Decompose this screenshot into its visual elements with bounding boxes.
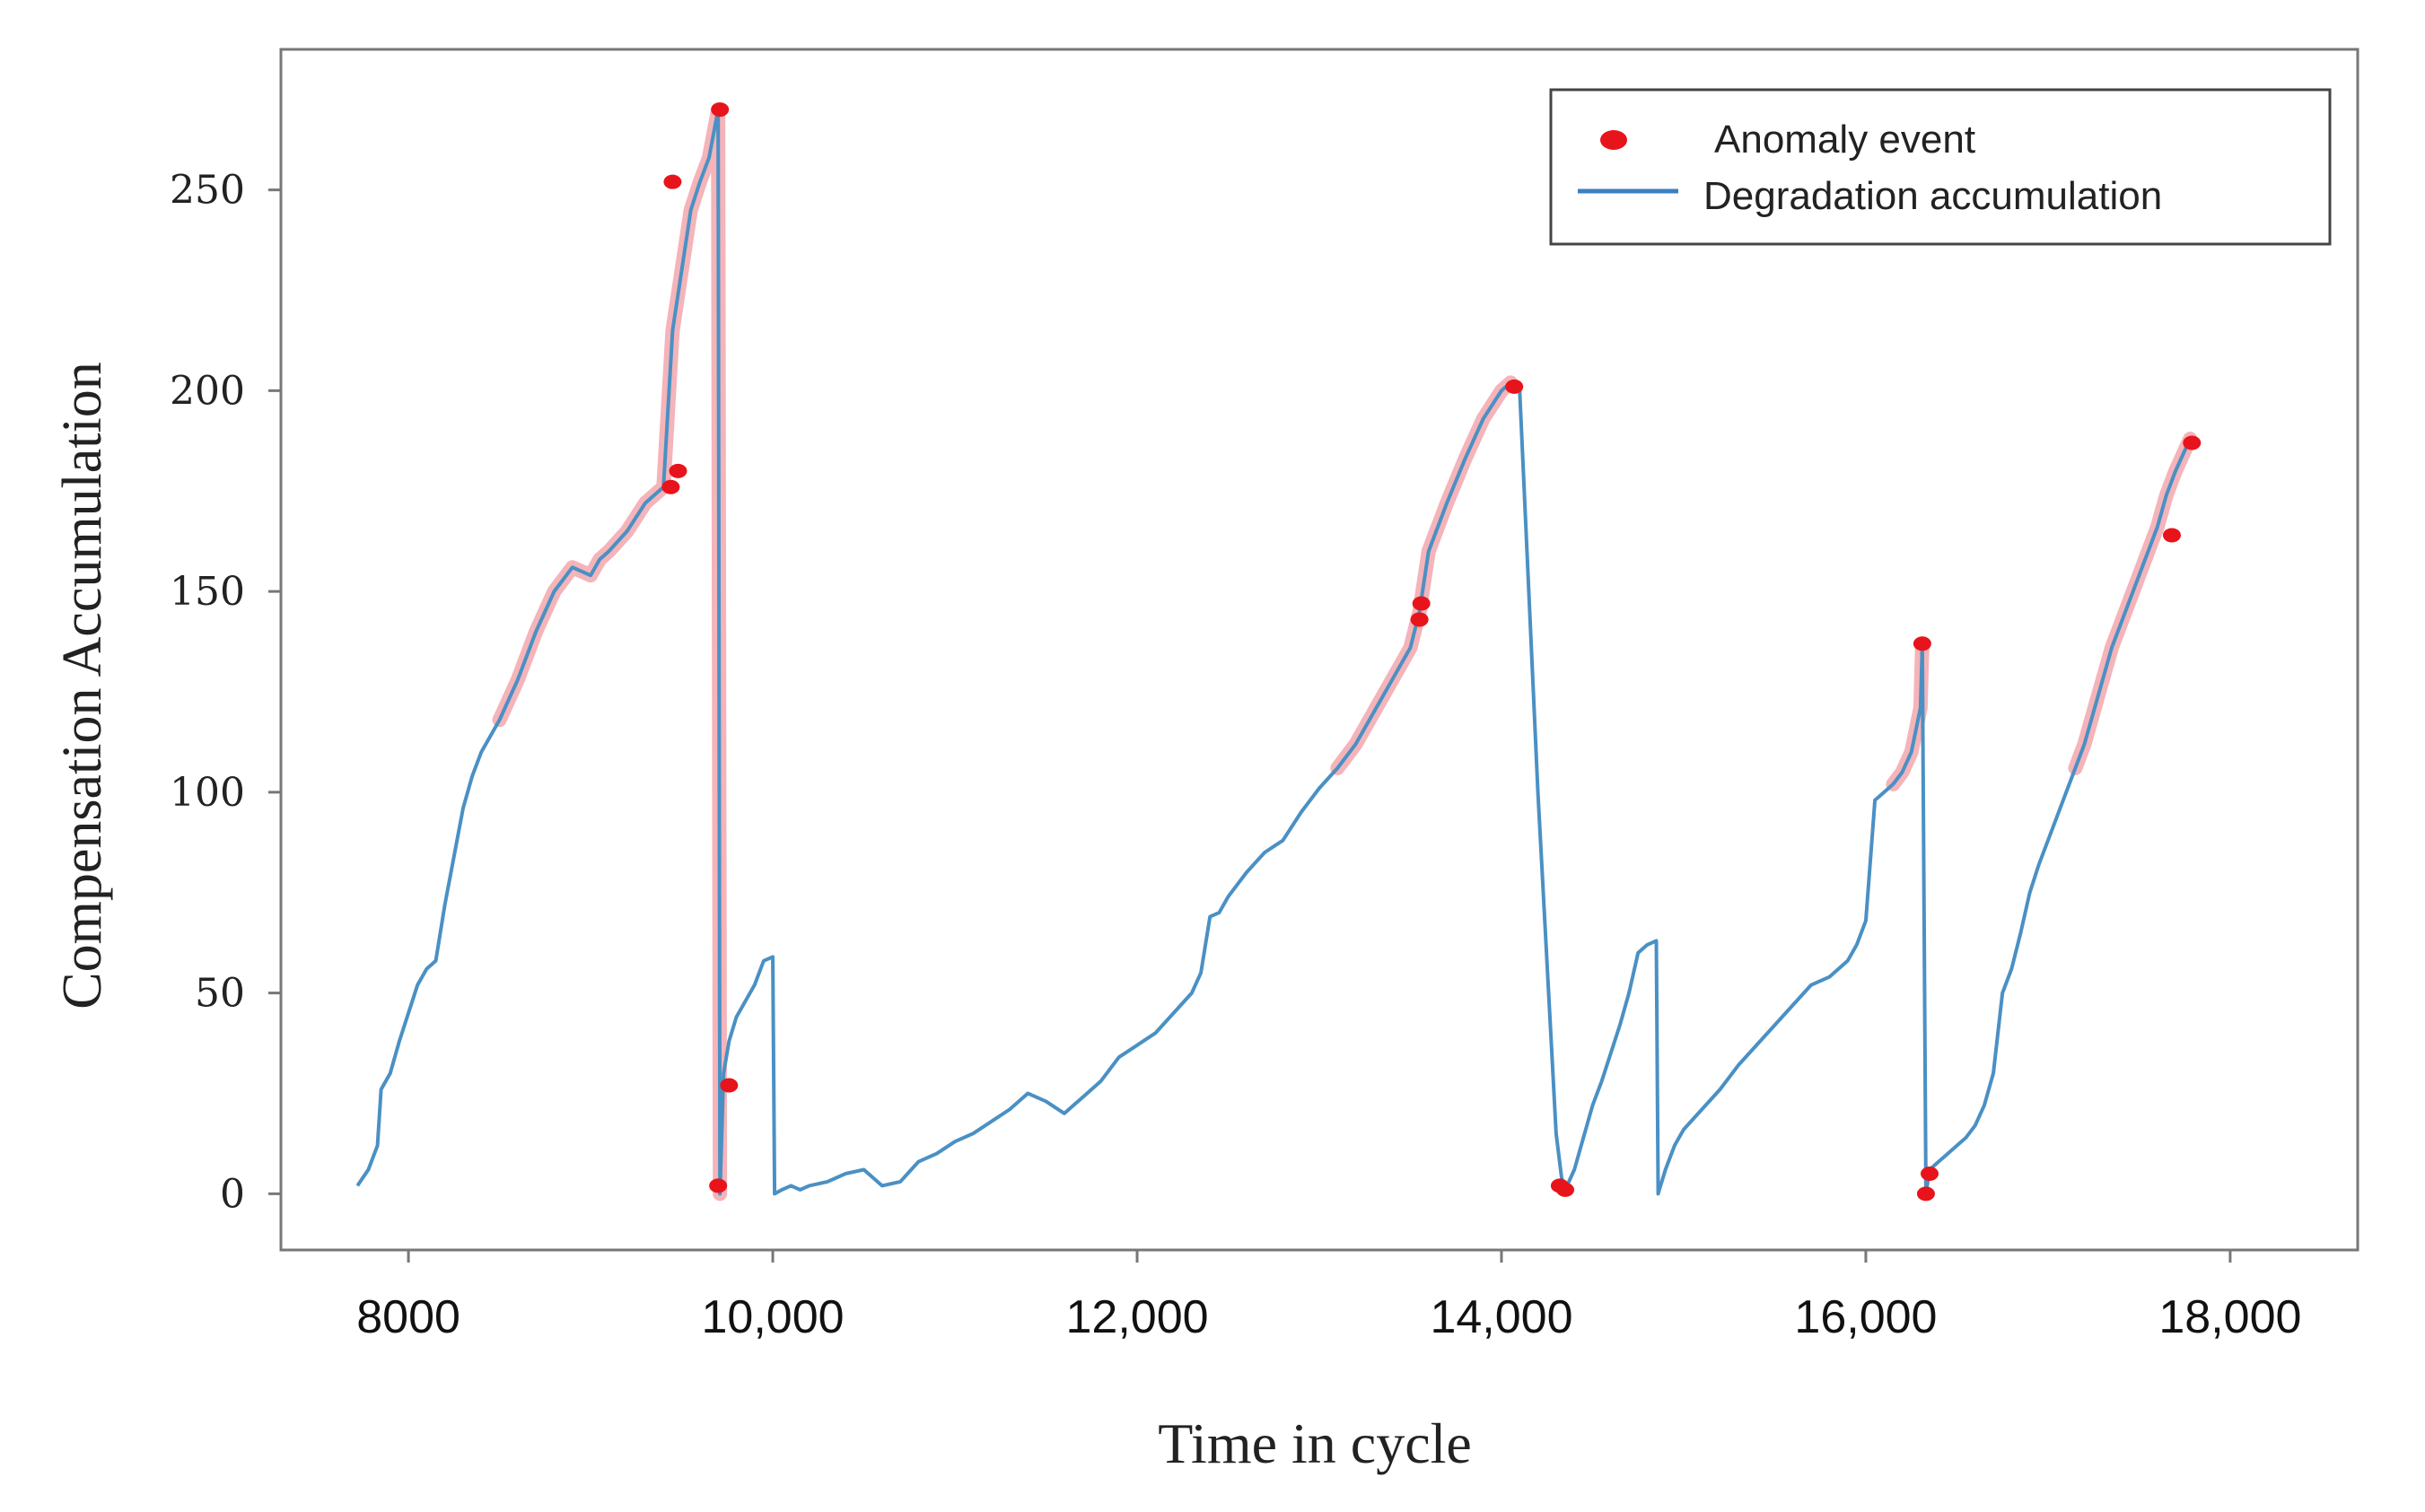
- anomaly-point: [669, 463, 687, 478]
- y-axis-title: Compensation Accumulation: [52, 362, 113, 1009]
- plot-area-frame: [279, 48, 2359, 1252]
- anomaly-point: [720, 1078, 739, 1093]
- y-tick-label: 200: [170, 368, 245, 414]
- anomaly-point: [1505, 379, 1524, 394]
- axes-layer: 0 50 100 150 200 250 8000 10,000 12,000 14,000 16,…: [170, 48, 2359, 1343]
- x-tick-label: 14,000: [1430, 1291, 1572, 1343]
- legend-box: [1549, 88, 2332, 246]
- y-tick-label: 250: [170, 168, 245, 214]
- anomaly-point: [709, 1178, 728, 1193]
- x-axis-title: Time in cycle: [1158, 1411, 1472, 1475]
- anomaly-point: [1913, 636, 1931, 651]
- anomaly-point: [1410, 612, 1429, 627]
- anomaly-point: [661, 479, 680, 494]
- x-tick-label: 18,000: [2158, 1291, 2301, 1343]
- x-tick-label: 8000: [356, 1291, 460, 1343]
- anomaly-point: [2162, 528, 2181, 543]
- anomaly-point: [663, 174, 682, 189]
- y-tick-label: 150: [170, 569, 245, 615]
- anomaly-point: [1550, 1178, 1569, 1193]
- anomaly-point: [1412, 596, 1431, 611]
- x-tick-label: 10,000: [702, 1291, 845, 1343]
- legend: Anomaly event Degradation accumulation: [1549, 88, 2332, 246]
- x-tick-label: 16,000: [1794, 1291, 1937, 1343]
- y-tick-label: 0: [220, 1171, 245, 1217]
- y-tick-label: 100: [170, 770, 245, 816]
- anomaly-point: [1920, 1166, 1939, 1181]
- legend-label-degradation-accumulation: Degradation accumulation: [1703, 174, 2162, 218]
- plot-layer: [355, 102, 2202, 1202]
- legend-anomaly-marker: [1600, 130, 1627, 150]
- x-tick-label: 12,000: [1065, 1291, 1208, 1343]
- anomaly-point: [2183, 435, 2202, 450]
- anomaly-point: [711, 102, 730, 118]
- legend-label-anomaly-event: Anomaly event: [1714, 118, 1975, 162]
- y-tick-label: 50: [195, 971, 245, 1017]
- anomaly-point: [1916, 1186, 1935, 1202]
